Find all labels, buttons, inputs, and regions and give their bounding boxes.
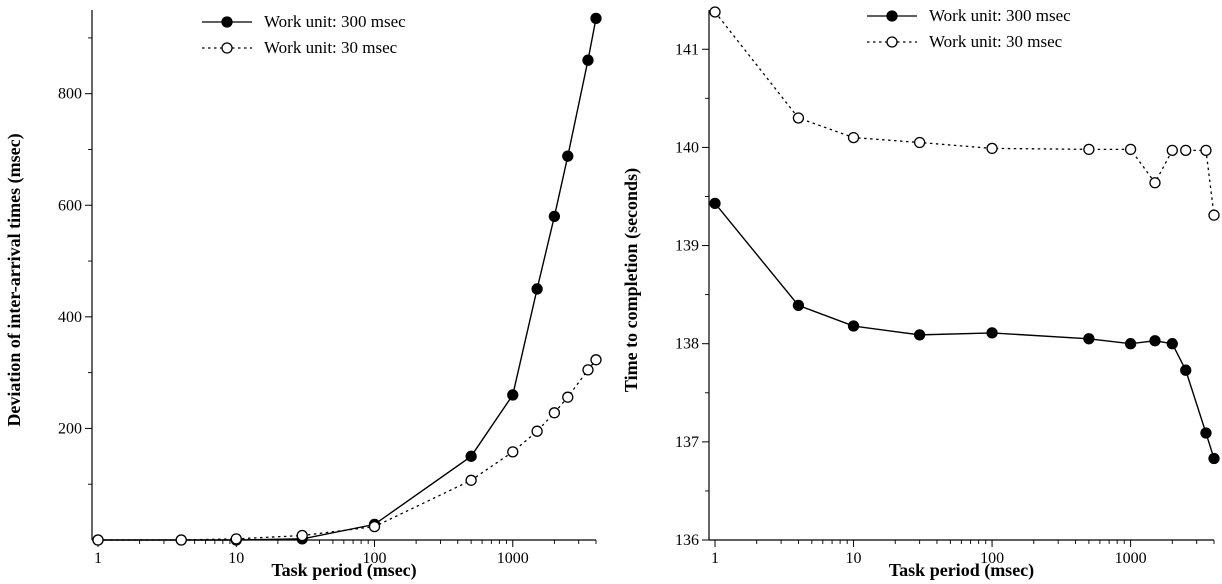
legend-marker: [221, 42, 233, 54]
x-tick-label: 1: [94, 550, 102, 567]
data-point: [507, 389, 519, 401]
y-axis-title: Time to completion (seconds): [621, 168, 642, 392]
y-tick-label: 200: [58, 420, 82, 437]
y-axis-title: Deviation of inter-arrival times (msec): [4, 133, 25, 426]
data-point: [792, 299, 805, 312]
data-point: [1208, 452, 1220, 465]
data-point: [548, 210, 561, 223]
data-point: [1208, 209, 1220, 221]
y-tick-label: 137: [675, 434, 699, 451]
data-point: [1180, 144, 1192, 157]
data-point: [562, 391, 574, 403]
data-point: [913, 136, 926, 149]
data-point: [709, 197, 721, 210]
x-tick-label: 1000: [1115, 550, 1147, 567]
data-point: [368, 520, 381, 533]
series-line-work-unit-300: [714, 202, 1215, 459]
right-chart-panel: 1 10 100 1000 136 137 138 139 140 141 Task period …: [621, 6, 1220, 581]
legend-label: Work unit: 30 msec: [929, 32, 1063, 51]
data-point: [847, 131, 860, 144]
x-axis-title: Task period (msec): [889, 560, 1034, 581]
series-line-work-unit-30: [98, 359, 597, 541]
y-tick-label: 400: [58, 309, 82, 326]
data-point: [92, 534, 104, 546]
data-point: [531, 425, 543, 437]
data-point: [582, 54, 594, 66]
y-tick-label: 800: [58, 86, 82, 103]
data-point: [709, 6, 721, 18]
y-tick-label: 139: [675, 238, 699, 255]
data-point: [1083, 333, 1095, 345]
x-tick-label: 100: [980, 550, 1004, 567]
data-point: [548, 407, 561, 419]
x-tick-label: 10: [846, 550, 862, 567]
legend-label: Work unit: 300 msec: [929, 6, 1071, 25]
x-axis-title: Task period (msec): [271, 560, 416, 581]
left-chart-panel: 1 10 100 1000 200 400 600 800 Task period (msec)…: [4, 10, 602, 581]
x-tick-label: 1000: [497, 550, 529, 567]
y-tick-label: 136: [675, 532, 699, 549]
legend-marker: [221, 16, 233, 28]
data-point: [562, 150, 574, 162]
data-point: [986, 142, 998, 155]
y-tick-label: 140: [675, 139, 699, 156]
x-tick-label: 100: [363, 550, 387, 567]
data-point: [1200, 427, 1212, 439]
y-tick-label: 141: [675, 41, 699, 58]
x-tick-label: 1: [711, 550, 719, 567]
data-point: [1149, 335, 1161, 347]
data-point: [465, 450, 477, 462]
legend-marker: [886, 10, 898, 22]
data-point: [792, 112, 805, 124]
data-point: [1124, 143, 1137, 156]
y-tick-label: 138: [675, 336, 699, 353]
data-point: [986, 327, 998, 339]
data-point: [465, 474, 477, 486]
data-point: [590, 354, 602, 366]
data-point: [230, 533, 242, 545]
data-point: [913, 329, 926, 341]
series-line-work-unit-300: [98, 18, 597, 541]
data-point: [175, 534, 187, 546]
data-point: [1166, 144, 1178, 157]
data-point: [590, 12, 602, 25]
data-point: [847, 320, 860, 332]
data-point: [1149, 177, 1161, 189]
data-point: [531, 283, 543, 295]
x-tick-label: 10: [228, 550, 244, 567]
data-point: [296, 529, 308, 542]
data-point: [1124, 338, 1137, 350]
data-point: [1083, 143, 1095, 156]
data-point: [507, 446, 519, 458]
data-point: [582, 364, 594, 376]
legend-marker: [886, 36, 898, 48]
y-tick-label: 600: [58, 197, 82, 214]
data-point: [1180, 364, 1192, 376]
legend-label: Work unit: 30 msec: [264, 38, 398, 57]
data-point: [1166, 338, 1178, 350]
data-point: [1200, 144, 1212, 157]
legend-label: Work unit: 300 msec: [264, 12, 406, 31]
